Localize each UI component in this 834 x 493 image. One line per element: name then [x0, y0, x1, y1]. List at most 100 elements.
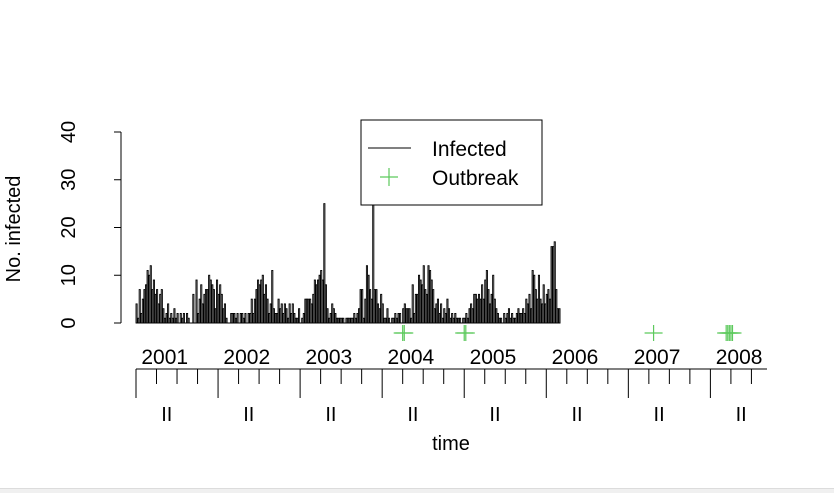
infected-bar: [187, 317, 190, 324]
infected-bar: [504, 317, 507, 324]
infected-bar: [231, 313, 234, 324]
legend-outbreak-label: Outbreak: [432, 167, 519, 190]
infected-bar: [198, 298, 201, 324]
infected-bar: [283, 303, 286, 324]
legend-outbreak-symbol: [380, 168, 398, 186]
infected-bar: [301, 317, 304, 324]
infected-bar: [530, 308, 533, 324]
infected-bar: [157, 303, 160, 324]
window-bottom-edge: [0, 488, 834, 493]
infected-bar: [533, 274, 536, 324]
infected-bar: [328, 317, 331, 324]
infected-bar: [168, 317, 171, 324]
infected-bar: [291, 303, 294, 324]
infected-bar: [522, 308, 525, 324]
infected-bar: [520, 313, 523, 324]
infected-bar: [534, 289, 537, 324]
infected-bar: [302, 313, 305, 324]
infected-bar: [149, 265, 152, 324]
infected-bar: [339, 317, 342, 324]
infected-bar: [296, 317, 299, 324]
infected-bar: [553, 241, 556, 324]
infected-bar: [425, 293, 428, 324]
infected-bar: [507, 308, 511, 324]
infected-bar: [545, 293, 548, 324]
infected-bar: [174, 317, 178, 324]
infected-bar: [531, 270, 534, 324]
infected-bar: [429, 270, 432, 324]
infected-bar: [419, 279, 422, 324]
infected-bar: [326, 308, 329, 324]
infected-bar: [181, 317, 184, 324]
infected-bar: [171, 317, 174, 324]
infected-bar: [454, 313, 457, 324]
infected-bar: [239, 313, 242, 324]
infected-bar: [466, 317, 469, 324]
infected-bar: [386, 308, 389, 324]
infected-bar: [411, 284, 414, 324]
infected-bar: [474, 293, 477, 324]
infected-bar: [309, 298, 312, 324]
y-axis-title: No. infected: [3, 176, 25, 283]
infected-bar: [556, 308, 559, 324]
infected-bar: [462, 317, 465, 324]
infected-bar: [361, 289, 364, 324]
infected-bar: [484, 279, 487, 324]
infected-bar: [541, 303, 544, 324]
infected-bar: [356, 313, 359, 324]
infected-bar: [402, 308, 405, 324]
infected-bar: [141, 298, 144, 324]
infected-bar: [242, 317, 245, 324]
infected-bar: [479, 298, 482, 324]
infected-bar: [145, 284, 148, 324]
infected-bar: [204, 289, 208, 324]
infected-bar: [170, 313, 173, 324]
infected-bar: [209, 279, 212, 324]
infected-bar: [167, 303, 170, 324]
infected-bar: [140, 313, 143, 324]
infected-bar: [258, 284, 261, 324]
quarter-label: II: [654, 404, 665, 426]
outbreak-markers: [393, 325, 742, 341]
infected-bar: [288, 303, 291, 324]
infected-bar: [266, 298, 269, 324]
infected-bar: [137, 317, 140, 324]
infected-bar: [358, 308, 361, 324]
infected-bar: [159, 293, 162, 324]
infected-bar: [465, 313, 468, 324]
infected-bar: [298, 308, 301, 324]
infected-bar: [304, 298, 307, 324]
infected-bar: [432, 289, 435, 324]
infected-bar: [282, 313, 285, 324]
infected-bar: [217, 293, 220, 324]
year-label: 2008: [716, 346, 763, 369]
infected-bar: [277, 298, 280, 324]
quarter-label: II: [571, 404, 582, 426]
infected-bar: [214, 308, 217, 324]
infected-bar: [324, 284, 327, 324]
infected-bar: [372, 198, 375, 324]
infected-bar: [247, 313, 250, 324]
infected-bar: [255, 289, 258, 324]
infected-bar: [244, 313, 247, 324]
infected-bar: [216, 279, 219, 324]
infected-bar: [241, 313, 244, 324]
infected-bar: [186, 313, 189, 324]
y-ticks: 0 10 20 30 40: [58, 121, 121, 329]
infected-bar: [547, 289, 550, 324]
year-label: 2001: [141, 346, 188, 369]
infected-bar: [163, 317, 166, 324]
infected-bar: [514, 317, 517, 324]
year-label: 2004: [388, 346, 435, 369]
infected-bar: [290, 313, 293, 324]
y-axis: 0 10 20 30 40 No. infected: [3, 121, 122, 329]
outbreak-marker: [644, 325, 663, 341]
outbreak-marker: [456, 325, 475, 341]
infected-bar: [269, 303, 272, 324]
infected-bar: [261, 274, 264, 324]
legend-box: [360, 119, 543, 206]
infected-bar: [345, 317, 348, 324]
infected-bar: [203, 293, 206, 324]
infected-bar: [260, 279, 263, 324]
infected-bar: [421, 284, 424, 324]
